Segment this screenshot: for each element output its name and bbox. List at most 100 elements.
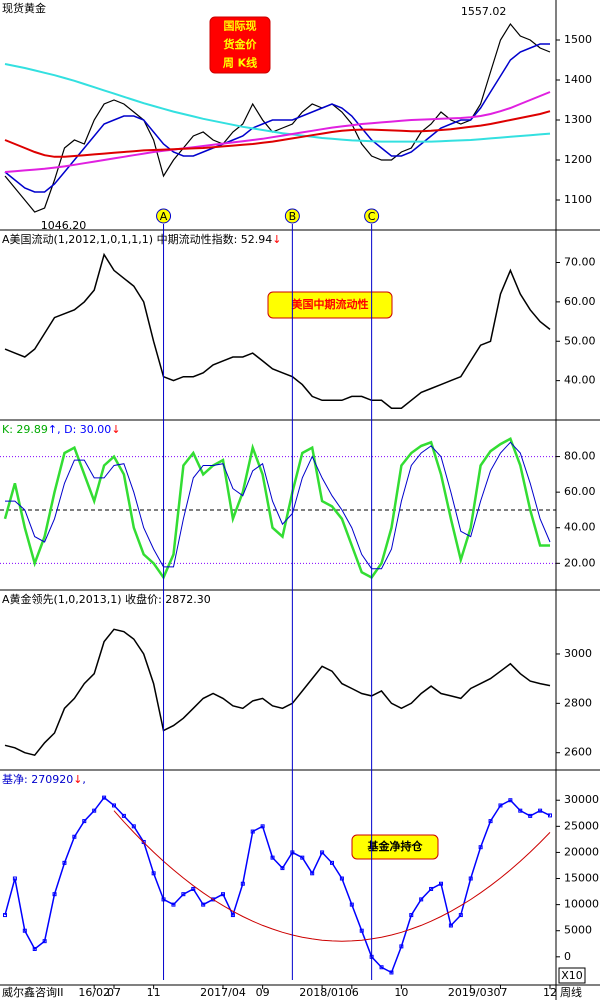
y-tick-label: 5000	[564, 924, 592, 937]
x-tick-label: 09	[256, 986, 270, 999]
y-tick-label: 30000	[564, 793, 599, 806]
x-tick-label: 07	[493, 986, 507, 999]
series-line	[4, 628, 551, 757]
series-line	[4, 91, 551, 173]
point	[42, 939, 47, 944]
y-tick-label: 1500	[564, 33, 592, 46]
point	[121, 813, 126, 818]
x-tick-label: 2018/01	[299, 986, 345, 999]
y-tick-label: 1100	[564, 193, 592, 206]
point	[62, 860, 67, 865]
point	[448, 923, 453, 928]
point	[458, 913, 463, 918]
header-part: , D: 30.00	[57, 423, 111, 436]
series-line	[113, 810, 551, 942]
point	[300, 855, 305, 860]
header-part: 现货黄金	[2, 1, 46, 15]
point	[201, 902, 206, 907]
series-line	[4, 252, 551, 409]
x-tick-label: 06	[345, 986, 359, 999]
header-part: A美国流动(1,2012,1,0,1,1,1) 中期流动性指数: 52.94	[2, 232, 272, 246]
point	[230, 913, 235, 918]
scale-box	[558, 967, 586, 984]
point	[548, 813, 552, 818]
y-tick-label: 60.00	[564, 485, 596, 498]
point	[82, 819, 87, 824]
point	[389, 970, 394, 975]
point	[518, 808, 523, 813]
header-part: ↓	[272, 233, 281, 246]
point	[3, 913, 7, 918]
y-tick-label: 2600	[564, 746, 592, 759]
series-line	[4, 43, 550, 193]
point	[72, 834, 77, 839]
y-tick-label: 40.00	[564, 521, 596, 534]
point	[102, 795, 107, 800]
y-tick-label: 60.00	[564, 295, 596, 308]
x-tick-label: 16/02	[78, 986, 110, 999]
point	[211, 897, 216, 902]
point	[498, 803, 503, 808]
point	[221, 892, 225, 897]
panel-header: 现货黄金	[2, 1, 46, 15]
x-tick-label: 10	[394, 986, 408, 999]
point	[508, 798, 513, 803]
point	[112, 803, 116, 808]
point	[439, 881, 443, 886]
x-tick-label: 07	[107, 986, 121, 999]
event-marker	[364, 208, 380, 224]
point	[181, 892, 186, 897]
source-label: 威尔鑫咨询II	[2, 985, 64, 999]
note-text: 国际现	[224, 18, 257, 32]
y-tick-label: 1300	[564, 113, 592, 126]
header-part: 基净: 270920	[2, 772, 73, 786]
y-tick-label: 20.00	[564, 556, 596, 569]
event-label: B	[289, 210, 297, 223]
point	[260, 824, 265, 829]
point	[52, 892, 57, 897]
point	[339, 876, 344, 881]
event-marker	[284, 208, 300, 224]
event-label: A	[160, 210, 168, 223]
x-tick-label: 2017/04	[200, 986, 246, 999]
header-part: ,	[82, 773, 86, 786]
series-line	[4, 63, 551, 143]
series-line	[5, 441, 551, 570]
event-marker	[156, 208, 172, 224]
panel-header: K: 29.89↑, D: 30.00↓	[2, 423, 121, 436]
scale-note: X10	[561, 969, 583, 982]
point	[22, 928, 27, 933]
x-tick-label: 2019/03	[448, 986, 494, 999]
header-part: ↓	[73, 773, 82, 786]
point	[429, 886, 434, 891]
annotation: 1557.02	[461, 5, 507, 18]
y-tick-label: 40.00	[564, 374, 596, 387]
y-tick-label: 25000	[564, 819, 599, 832]
note-text: 周 K线	[223, 56, 257, 70]
y-tick-label: 1400	[564, 73, 592, 86]
point	[538, 808, 543, 813]
header-part: ↓	[111, 423, 120, 436]
note-text: 美国中期流动性	[292, 297, 369, 311]
point	[478, 845, 483, 850]
header-part: K: 29.89	[2, 423, 48, 436]
y-tick-label: 2800	[564, 696, 592, 709]
point	[468, 876, 473, 881]
point	[240, 881, 245, 886]
point	[280, 866, 285, 871]
point	[191, 886, 196, 891]
panel-header: A美国流动(1,2012,1,0,1,1,1) 中期流动性指数: 52.94↓	[2, 232, 281, 246]
point	[12, 876, 17, 881]
y-tick-label: 0	[564, 950, 571, 963]
header-part: ↑	[48, 423, 57, 436]
x-tick-label: 11	[147, 986, 161, 999]
point	[409, 913, 414, 918]
point	[270, 855, 275, 860]
y-tick-label: 70.00	[564, 256, 596, 269]
point	[330, 860, 334, 865]
point	[151, 871, 156, 876]
y-tick-label: 15000	[564, 872, 599, 885]
y-tick-label: 1200	[564, 153, 592, 166]
